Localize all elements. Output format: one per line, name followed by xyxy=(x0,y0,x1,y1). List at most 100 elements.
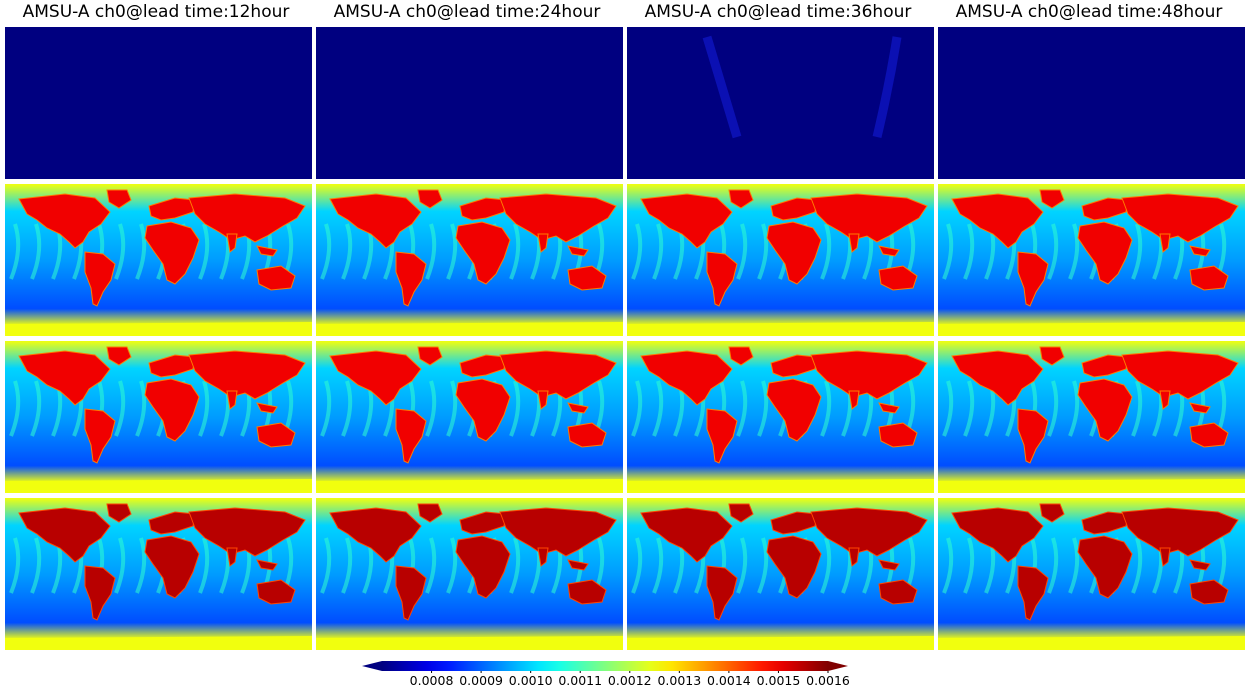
landmass-field xyxy=(770,511,818,535)
landmass-field xyxy=(1159,390,1171,410)
heatmap-ocean-streak xyxy=(757,223,769,280)
landmass-field xyxy=(878,402,900,414)
antarctica-field xyxy=(938,322,1245,336)
landmass-field xyxy=(256,402,278,414)
heatmap-ocean-streak xyxy=(341,380,353,437)
heatmap-svg-r3-c3 xyxy=(938,498,1245,650)
landmass-field xyxy=(144,378,200,442)
landmass-field xyxy=(226,233,238,253)
heatmap-panel-r3-c2 xyxy=(627,498,934,650)
colorbar-extend-low xyxy=(362,661,382,671)
heatmap-svg-r0-c2 xyxy=(627,27,934,179)
landmass-field xyxy=(567,402,589,414)
landmass-field xyxy=(1189,579,1229,605)
landmass-field xyxy=(84,408,116,464)
heatmap-ocean-streak xyxy=(736,537,748,594)
heatmap-panel-r2-c0 xyxy=(5,341,312,493)
landmass-field xyxy=(567,422,607,448)
landmass-field xyxy=(1121,193,1239,243)
landmass-field xyxy=(766,378,822,442)
heatmap-svg-r1-c3 xyxy=(938,184,1245,336)
landmass-field xyxy=(1077,378,1133,442)
landmass-field xyxy=(848,233,860,253)
heatmap-ocean-streak xyxy=(736,223,748,280)
colorbar-tick-label: 0.0011 xyxy=(558,673,603,688)
landmass-field xyxy=(417,503,443,523)
heatmap-ocean-streak xyxy=(198,537,210,594)
landmass-field xyxy=(459,197,507,221)
landmass-field xyxy=(455,535,511,599)
landmass-field xyxy=(106,189,132,209)
heatmap-ocean-streak xyxy=(820,223,832,280)
colorbar-tick-label: 0.0015 xyxy=(756,673,801,688)
landmass-field xyxy=(417,189,443,209)
landmass-field xyxy=(878,265,918,291)
antarctica-field xyxy=(627,636,934,650)
heatmap-ocean-streak xyxy=(963,223,975,280)
landmass-field xyxy=(18,350,111,406)
heatmap-ocean-streak xyxy=(446,380,458,437)
heatmap-svg-r1-c0 xyxy=(5,184,312,336)
heatmap-ocean-streak xyxy=(9,380,21,437)
landmass-field xyxy=(706,251,738,307)
heatmap-ocean-streak xyxy=(652,223,664,280)
landmass-field xyxy=(226,390,238,410)
landmass-field xyxy=(640,350,733,406)
colorbar-svg xyxy=(362,661,848,673)
landmass-field xyxy=(567,265,607,291)
landmass-field xyxy=(144,535,200,599)
heatmap-svg-r2-c0 xyxy=(5,341,312,493)
landmass-field xyxy=(395,565,427,621)
heatmap-panel-r0-c0 xyxy=(5,27,312,179)
heatmap-panel-r3-c1 xyxy=(316,498,623,650)
landmass-field xyxy=(951,350,1044,406)
landmass-field xyxy=(459,354,507,378)
heatmap-ocean-streak xyxy=(425,223,437,280)
landmass-field xyxy=(499,350,617,400)
antarctica-field xyxy=(627,322,934,336)
landmass-field xyxy=(144,221,200,285)
antarctica-field xyxy=(316,636,623,650)
heatmap-ocean-streak xyxy=(198,223,210,280)
landmass-field xyxy=(728,346,754,366)
landmass-field xyxy=(455,378,511,442)
heatmap-ocean-streak xyxy=(320,537,332,594)
landmass-field xyxy=(1189,559,1211,571)
antarctica-field xyxy=(938,636,1245,650)
heatmap-ocean-streak xyxy=(1068,380,1080,437)
antarctica-field xyxy=(5,636,312,650)
landmass-field xyxy=(84,565,116,621)
landmass-field xyxy=(106,346,132,366)
heatmap-ocean-streak xyxy=(509,537,521,594)
heatmap-ocean-streak xyxy=(446,223,458,280)
landmass-field xyxy=(148,354,196,378)
heatmap-ocean-streak xyxy=(30,537,42,594)
heatmap-svg-r2-c2 xyxy=(627,341,934,493)
heatmap-ocean-streak xyxy=(820,537,832,594)
landmass-field xyxy=(1189,265,1229,291)
landmass-field xyxy=(878,422,918,448)
heatmap-ocean-streak xyxy=(631,537,643,594)
landmass-field xyxy=(1077,221,1133,285)
heatmap-panel-r2-c3 xyxy=(938,341,1245,493)
landmass-field xyxy=(1077,535,1133,599)
landmass-field xyxy=(1189,422,1229,448)
heatmap-field xyxy=(5,27,312,179)
heatmap-ocean-streak xyxy=(1047,223,1059,280)
heatmap-ocean-streak xyxy=(1131,380,1143,437)
landmass-field xyxy=(848,547,860,567)
landmass-field xyxy=(770,197,818,221)
antarctica-field xyxy=(316,479,623,493)
heatmap-ocean-streak xyxy=(425,380,437,437)
landmass-field xyxy=(878,559,900,571)
landmass-field xyxy=(1039,503,1065,523)
heatmap-panel-r2-c2 xyxy=(627,341,934,493)
landmass-field xyxy=(848,390,860,410)
heatmap-ocean-streak xyxy=(446,537,458,594)
colorbar-tick-label: 0.0010 xyxy=(508,673,553,688)
landmass-field xyxy=(706,408,738,464)
landmass-field xyxy=(567,579,607,605)
landmass-field xyxy=(395,251,427,307)
landmass-field xyxy=(706,565,738,621)
heatmap-ocean-streak xyxy=(1068,223,1080,280)
